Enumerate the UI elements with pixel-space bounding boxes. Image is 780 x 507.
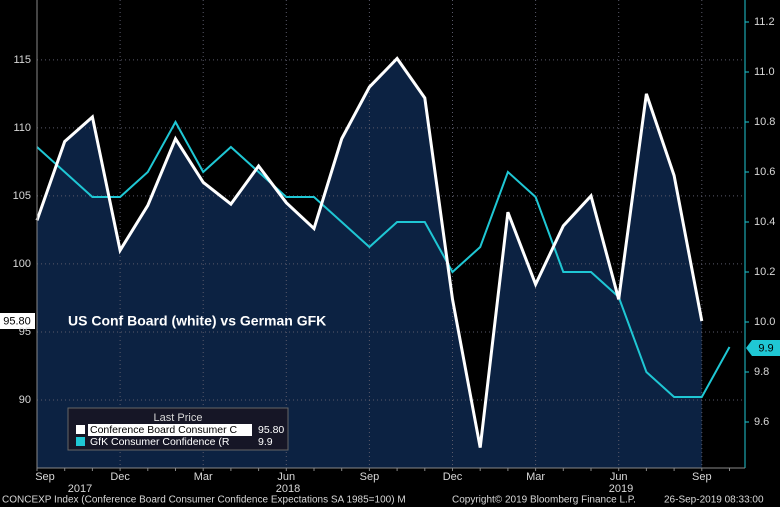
x-tick-label: Sep xyxy=(692,471,712,483)
legend-swatch xyxy=(76,425,85,434)
legend-label: Conference Board Consumer C xyxy=(90,424,237,436)
plot xyxy=(35,0,745,468)
y2-tick-label: 10.6 xyxy=(754,166,775,178)
footer-source: CONCEXP Index (Conference Board Consumer… xyxy=(2,495,406,506)
legend-value: 9.9 xyxy=(258,436,273,448)
x-tick-label: Sep xyxy=(360,471,380,483)
y-tick-label: 110 xyxy=(13,122,31,134)
x-tick-label: Dec xyxy=(443,471,463,483)
x-tick-label: Mar xyxy=(526,471,545,483)
y2-tick-label: 9.6 xyxy=(754,416,769,428)
y-tick-label: 100 xyxy=(13,258,31,270)
x-tick-label: Sep xyxy=(35,471,55,483)
year-label: 2018 xyxy=(276,483,300,495)
y-tick-label: 115 xyxy=(13,54,31,66)
year-label: 2017 xyxy=(68,483,92,495)
line xyxy=(35,56,704,448)
legend-title: Last Price xyxy=(154,412,203,424)
y2-tick-label: 10.0 xyxy=(754,316,775,328)
x-tick-label: Dec xyxy=(110,471,130,483)
line xyxy=(36,119,731,398)
year-label: 2019 xyxy=(609,483,633,495)
y2-tick-label: 10.4 xyxy=(754,216,775,228)
x-tick-label: Mar xyxy=(194,471,213,483)
legend-value: 95.80 xyxy=(258,424,284,436)
footer-copyright: Copyright© 2019 Bloomberg Finance L.P. xyxy=(452,495,636,506)
y2-tick-label: 9.8 xyxy=(754,366,769,378)
legend-label: GfK Consumer Confidence (R xyxy=(90,436,230,448)
y-tick-label: 95 xyxy=(19,326,31,338)
last-value-label: 9.9 xyxy=(758,342,773,354)
area xyxy=(37,58,702,468)
last-value-badge xyxy=(0,313,35,329)
y-tick-label: 105 xyxy=(13,190,31,202)
legend-swatch xyxy=(76,437,85,446)
y2-tick-label: 10.8 xyxy=(754,116,775,128)
y-tick-label: 90 xyxy=(19,394,31,406)
x-tick-label: Jun xyxy=(610,471,628,483)
y2-tick-label: 11.2 xyxy=(754,16,775,28)
y2-tick-label: 11.0 xyxy=(754,66,775,78)
last-value-badge xyxy=(746,340,780,356)
legend-highlight xyxy=(88,424,252,436)
y2-tick-label: 10.2 xyxy=(754,266,775,278)
footer-date: 26-Sep-2019 08:33:00 xyxy=(664,495,764,506)
last-value-label: 95.80 xyxy=(3,315,31,327)
x-tick-label: Jun xyxy=(277,471,295,483)
legend: Last Price Conference Board Consumer C 9… xyxy=(67,407,289,451)
annotation: US Conf Board (white) vs German GFK xyxy=(68,313,326,329)
